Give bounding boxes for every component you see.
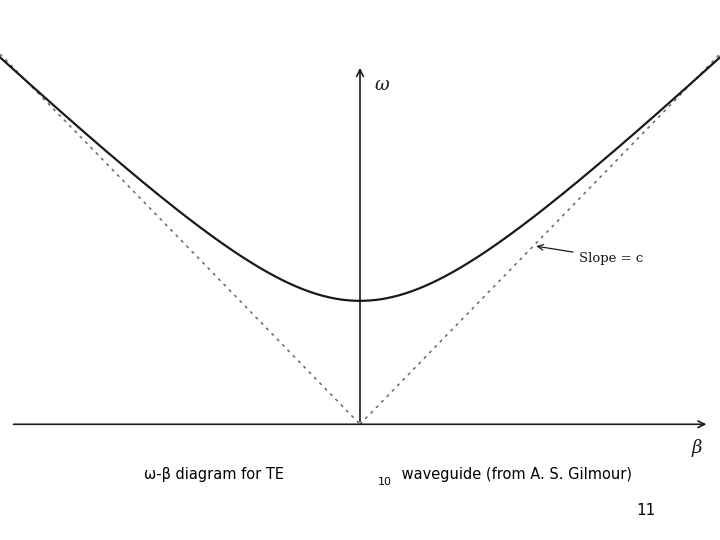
Text: ω-β diagram for TE: ω-β diagram for TE bbox=[144, 467, 284, 482]
Text: 11: 11 bbox=[636, 503, 655, 518]
Text: 10: 10 bbox=[378, 477, 392, 487]
Text: Slope = c: Slope = c bbox=[538, 245, 643, 265]
Text: waveguide (from A. S. Gilmour): waveguide (from A. S. Gilmour) bbox=[397, 467, 632, 482]
Text: β: β bbox=[691, 439, 701, 457]
Text: ω: ω bbox=[374, 76, 389, 94]
